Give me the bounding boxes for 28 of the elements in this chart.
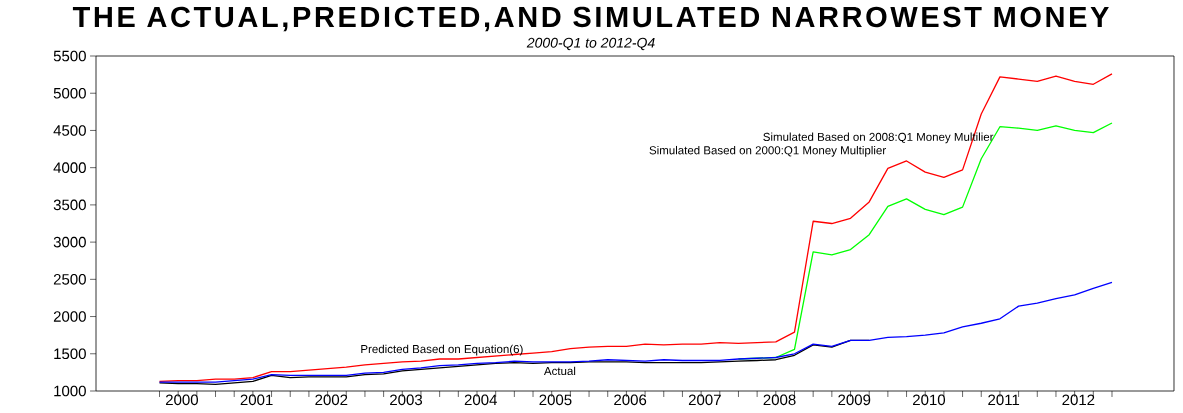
annotation: Predicted Based on Equation(6) — [361, 344, 523, 356]
y-tick-label: 4000 — [53, 162, 86, 173]
y-tick-label: 3500 — [53, 199, 86, 211]
x-tick-label: 2012 — [1062, 394, 1095, 406]
x-tick-label: 2002 — [315, 394, 348, 406]
y-tick-label: 5500 — [53, 50, 86, 62]
y-tick-label: 1000 — [54, 385, 86, 397]
y-tick-label: 3000 — [53, 236, 86, 248]
x-tick-label: 2007 — [688, 394, 721, 406]
y-tick-label: 1500 — [54, 348, 86, 360]
x-tick-label: 2003 — [390, 394, 423, 406]
x-tick-label: 2006 — [614, 394, 647, 406]
chart-subtitle: 2000-Q1 to 2012-Q4 — [526, 37, 655, 51]
x-tick-label: 2005 — [539, 394, 572, 406]
x-tick-label: 2009 — [838, 394, 871, 406]
y-tick-label: 4500 — [53, 125, 86, 136]
x-tick-label: 2010 — [913, 394, 946, 406]
chart-title: THE ACTUAL,PREDICTED,AND SIMULATED NARROWEST MONEY — [72, 6, 1109, 32]
x-tick-label: 2011 — [988, 394, 1020, 406]
y-tick-label: 2000 — [53, 311, 86, 322]
x-tick-label: 2008 — [763, 394, 796, 406]
x-tick-label: 2004 — [464, 394, 497, 406]
x-tick-label: 2001 — [240, 394, 273, 406]
y-tick-label: 2500 — [53, 274, 86, 285]
annotation: Actual — [543, 366, 576, 376]
y-tick-label: 5000 — [53, 87, 86, 99]
x-tick-label: 2000 — [165, 394, 198, 406]
annotation: Simulated Based on 2000:Q1 Money Multiplier — [649, 145, 886, 157]
